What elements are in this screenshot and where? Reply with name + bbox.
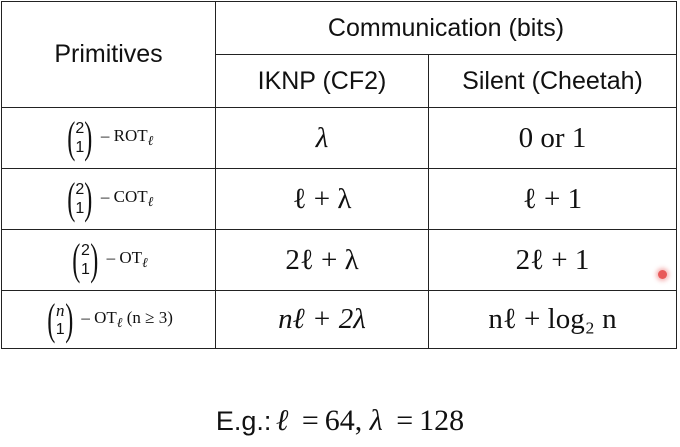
laser-pointer-dot xyxy=(658,270,667,279)
iknp-cost-cell: λ xyxy=(215,107,429,169)
iknp-cost-cell: ℓ + λ xyxy=(215,168,429,230)
table-row: ( 2 1 ) – OTℓ 2ℓ + λ 2ℓ + 1 xyxy=(1,229,677,291)
iknp-cost-cell: nℓ + 2λ xyxy=(215,290,429,349)
binomial: ( n 1 ) xyxy=(47,294,74,344)
binomial: ( 2 1 ) xyxy=(66,174,93,223)
example-label: E.g.: xyxy=(215,406,272,436)
primitive-cell: ( 2 1 ) – OTℓ xyxy=(1,229,216,291)
binomial: ( 2 1 ) xyxy=(72,235,99,284)
silent-column-header: Silent (Cheetah) xyxy=(428,54,677,108)
ell-value: 64 xyxy=(324,404,355,437)
primitive-cell: ( 2 1 ) – ROTℓ xyxy=(1,107,216,169)
iknp-cost-cell: 2ℓ + λ xyxy=(215,229,429,291)
silent-cost-cell: ℓ + 1 xyxy=(428,168,677,230)
table-row: ( 2 1 ) – ROTℓ λ 0 or 1 xyxy=(1,107,677,169)
primitive-cell: ( 2 1 ) – COTℓ xyxy=(1,168,216,230)
table-row: ( n 1 ) – OTℓ (n ≥ 3) nℓ + 2λ nℓ + log₂ … xyxy=(1,290,677,349)
primitives-header: Primitives xyxy=(1,1,216,108)
example-parameters: E.g.: ℓ = 64, λ = 128 xyxy=(215,404,465,437)
iknp-column-header: IKNP (CF2) xyxy=(215,54,429,108)
ell-symbol: ℓ xyxy=(275,404,289,437)
primitive-cell: ( n 1 ) – OTℓ (n ≥ 3) xyxy=(1,290,216,349)
communication-header: Communication (bits) xyxy=(215,1,677,55)
silent-cost-cell: nℓ + log₂ n xyxy=(428,290,677,349)
silent-cost-cell: 0 or 1 xyxy=(428,107,677,169)
table-row: ( 2 1 ) – COTℓ ℓ + λ ℓ + 1 xyxy=(1,168,677,230)
lambda-symbol: λ xyxy=(369,404,383,437)
silent-cost-cell: 2ℓ + 1 xyxy=(428,229,677,291)
lambda-value: 128 xyxy=(419,404,465,437)
binomial: ( 2 1 ) xyxy=(66,113,93,162)
communication-table: Primitives Communication (bits) IKNP (CF… xyxy=(1,1,677,349)
